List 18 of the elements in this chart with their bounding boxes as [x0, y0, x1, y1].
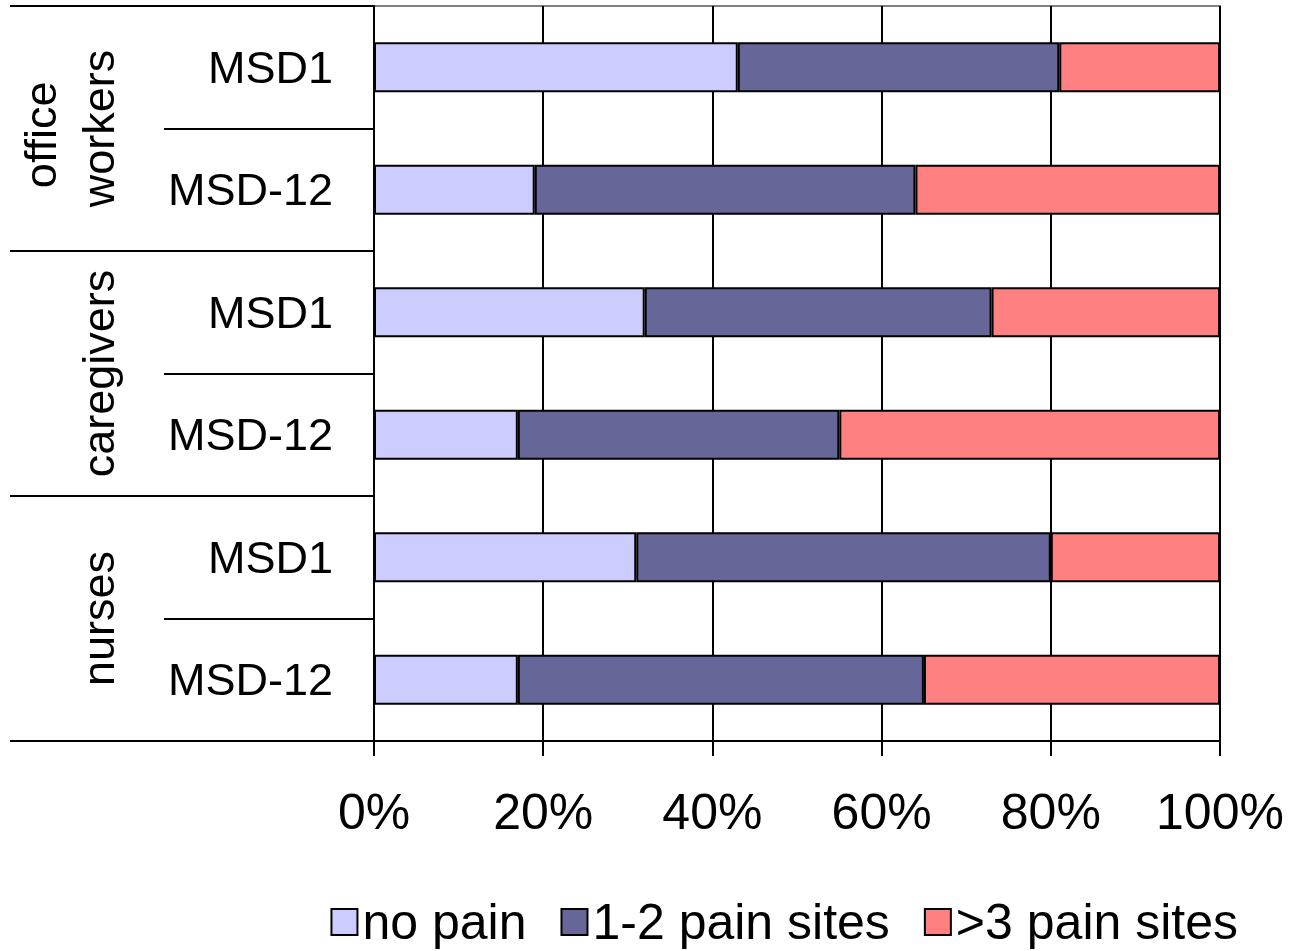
x-tick-label: 40%: [662, 784, 763, 840]
y-tick-label: MSD-12: [167, 654, 333, 706]
y-tick-label: MSD-12: [167, 409, 333, 461]
x-tick-label: 80%: [1000, 784, 1101, 840]
x-tick-label: 100%: [1156, 784, 1284, 840]
text: nurses: [72, 550, 124, 687]
legend-label: >3 pain sites: [955, 894, 1239, 950]
y-tick-label: MSD1: [207, 41, 333, 93]
y-tick-label: MSD1: [207, 531, 333, 583]
y-tick-label: MSD1: [207, 286, 333, 338]
x-tick-label: 0%: [337, 784, 411, 840]
text: office workers: [14, 49, 124, 209]
text: caregivers: [72, 269, 124, 478]
y-tick-label: MSD-12: [167, 164, 333, 216]
x-tick-label: 60%: [831, 784, 932, 840]
legend-label: 1-2 pain sites: [592, 894, 890, 950]
x-tick-label: 20%: [493, 784, 594, 840]
legend-label: no pain: [362, 894, 527, 950]
